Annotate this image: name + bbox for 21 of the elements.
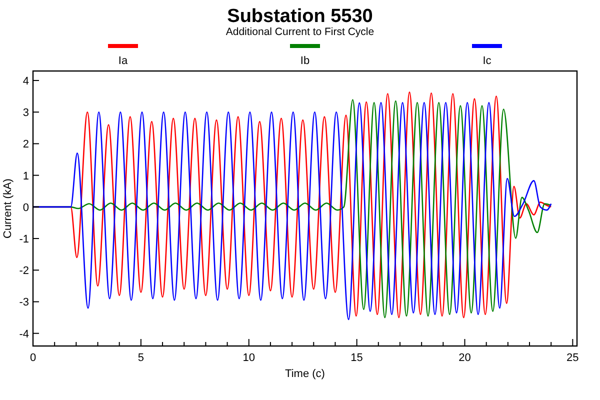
x-tick-label: 25 — [566, 352, 579, 364]
y-tick-label: 1 — [22, 170, 29, 182]
chart-title: Substation 5530 — [227, 6, 373, 27]
y-tick-label: 4 — [22, 75, 29, 88]
y-tick-label: 3 — [22, 107, 29, 120]
x-tick-label: 15 — [350, 352, 363, 364]
x-tick-label: 5 — [138, 352, 144, 364]
legend-label: Ia — [118, 55, 128, 67]
y-tick-label: 2 — [22, 138, 29, 151]
legend-label: Ic — [482, 55, 492, 67]
x-tick-label: 20 — [458, 352, 471, 364]
y-tick-label: -2 — [19, 265, 29, 278]
x-tick-label: 10 — [242, 352, 255, 364]
legend-label: Ib — [300, 55, 310, 67]
y-tick-label: -4 — [19, 328, 29, 340]
x-axis-title: Time (c) — [285, 368, 325, 380]
y-tick-label: 0 — [22, 202, 29, 214]
y-axis-title: Current (kA) — [2, 178, 14, 238]
y-tick-label: -1 — [19, 234, 29, 246]
chart-subtitle: Additional Current to First Cycle — [226, 26, 374, 38]
y-tick-label: -3 — [19, 296, 29, 309]
